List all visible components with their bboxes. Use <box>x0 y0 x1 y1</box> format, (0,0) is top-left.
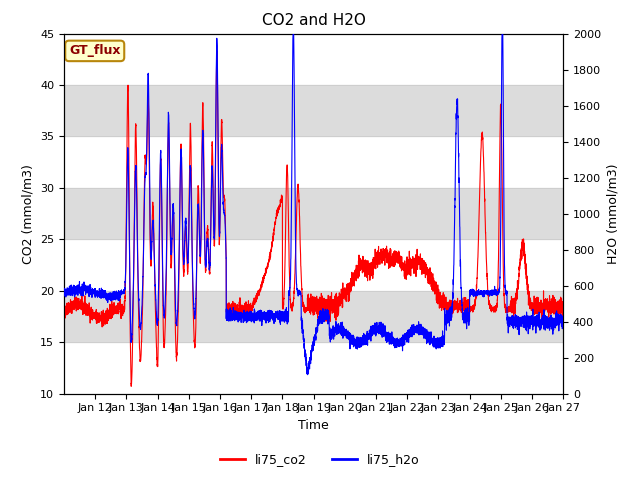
X-axis label: Time: Time <box>298 419 329 432</box>
Y-axis label: CO2 (mmol/m3): CO2 (mmol/m3) <box>22 164 35 264</box>
li75_h2o <box>559 323 567 329</box>
Line: li75_h2o: li75_h2o <box>64 34 563 375</box>
Text: GT_flux: GT_flux <box>69 44 120 58</box>
Title: CO2 and H2O: CO2 and H2O <box>262 13 365 28</box>
li75_co2 <box>213 48 221 54</box>
li75_co2 <box>433 287 440 293</box>
Bar <box>64 291 563 342</box>
li75_h2o <box>433 343 440 348</box>
Line: li75_co2: li75_co2 <box>64 51 563 386</box>
li75_co2 <box>385 258 393 264</box>
li75_co2 <box>471 302 479 308</box>
li75_co2 <box>127 384 135 389</box>
li75_co2 <box>60 306 68 312</box>
Bar <box>64 188 563 240</box>
li75_h2o <box>289 31 297 36</box>
li75_h2o <box>471 289 479 295</box>
li75_h2o <box>251 309 259 314</box>
li75_h2o <box>385 330 393 336</box>
Y-axis label: H2O (mmol/m3): H2O (mmol/m3) <box>607 163 620 264</box>
li75_h2o <box>303 372 311 378</box>
li75_co2 <box>360 263 367 269</box>
li75_co2 <box>559 304 567 310</box>
li75_h2o <box>60 290 68 296</box>
li75_co2 <box>251 300 259 306</box>
li75_h2o <box>151 266 159 272</box>
li75_h2o <box>360 336 367 342</box>
Legend: li75_co2, li75_h2o: li75_co2, li75_h2o <box>215 448 425 471</box>
li75_co2 <box>151 278 159 284</box>
Bar <box>64 85 563 136</box>
